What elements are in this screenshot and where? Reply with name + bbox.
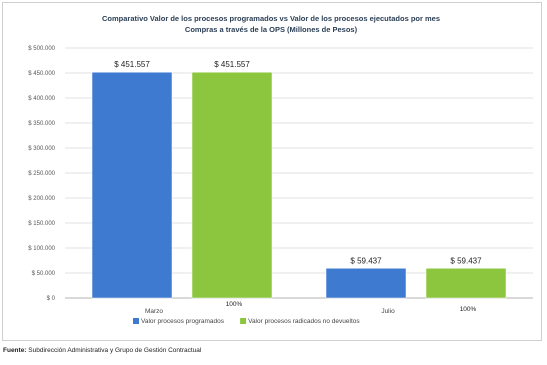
bar [425, 268, 507, 299]
y-tick-label: $ 300.000 [28, 146, 55, 152]
legend-label: Valor procesos radicados no devueltos [248, 318, 360, 325]
y-tick-label: $ 500.000 [28, 46, 55, 52]
bar [91, 71, 173, 299]
bar-chart: Comparativo Valor de los procesos progra… [28, 14, 533, 325]
legend: Valor procesos programados Valor procesos… [133, 318, 360, 325]
source-note: Fuente: Subdirección Administrativa y Gr… [3, 347, 201, 354]
data-labels: $ 451.557 $ 451.557 100% $ 59.437 $ 59.437 10… [114, 60, 482, 313]
y-tick-label: $ 200.000 [28, 196, 55, 202]
y-tick-label: $ 250.000 [28, 171, 55, 177]
y-tick-label: $ 450.000 [28, 71, 55, 77]
y-tick-label: $ 50.000 [32, 271, 56, 277]
chart-subtitle: Compras a través de la OPS (Millones de … [185, 25, 358, 34]
data-label: $ 451.557 [114, 60, 150, 69]
percent-label: 100% [226, 301, 243, 308]
legend-swatch [133, 318, 139, 324]
y-tick-label: $ 150.000 [28, 221, 55, 227]
y-axis-ticks: $ 0 $ 50.000 $ 100.000 $ 150.000 $ 200.000 $ … [28, 46, 55, 302]
x-category-label: Marzo [145, 308, 163, 315]
x-axis-categories: Marzo Julio [145, 308, 395, 315]
source-label: Fuente: [3, 347, 27, 354]
bars [91, 71, 507, 299]
bar [325, 268, 407, 299]
data-label: $ 59.437 [450, 256, 482, 265]
y-tick-label: $ 350.000 [28, 121, 55, 127]
y-tick-label: $ 100.000 [28, 246, 55, 252]
x-category-label: Julio [381, 308, 395, 315]
bar [191, 71, 273, 299]
y-tick-label: $ 0 [47, 296, 56, 302]
source-text: Subdirección Administrativa y Grupo de G… [26, 347, 202, 354]
legend-swatch [240, 318, 247, 324]
data-label: $ 451.557 [214, 60, 250, 69]
percent-label: 100% [460, 306, 477, 313]
data-label: $ 59.437 [350, 256, 382, 265]
legend-label: Valor procesos programados [141, 318, 225, 325]
chart-title: Comparativo Valor de los procesos progra… [102, 14, 440, 23]
chart-frame: Comparativo Valor de los procesos progra… [2, 2, 542, 341]
y-tick-label: $ 400.000 [28, 96, 55, 102]
